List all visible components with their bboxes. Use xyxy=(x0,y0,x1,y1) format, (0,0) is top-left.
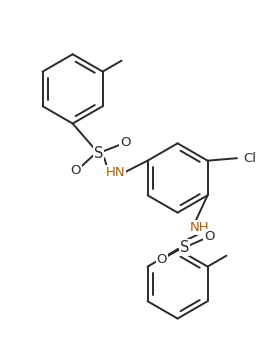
Text: Cl: Cl xyxy=(243,152,256,165)
Text: O: O xyxy=(204,230,215,243)
Text: S: S xyxy=(94,146,103,161)
Text: O: O xyxy=(70,163,81,176)
Text: S: S xyxy=(180,240,189,255)
Text: NH: NH xyxy=(190,221,209,234)
Text: HN: HN xyxy=(105,166,125,179)
Text: O: O xyxy=(156,253,167,266)
Text: O: O xyxy=(120,136,130,149)
